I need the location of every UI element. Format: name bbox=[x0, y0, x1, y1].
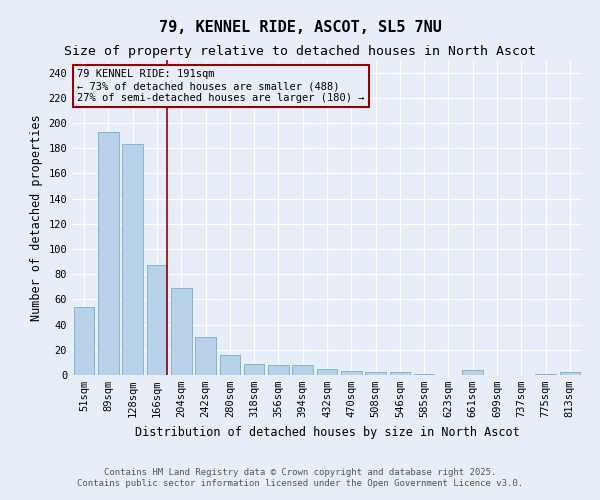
Bar bbox=[171, 288, 191, 375]
Bar bbox=[463, 370, 483, 375]
Bar bbox=[74, 307, 94, 375]
Text: 79 KENNEL RIDE: 191sqm
← 73% of detached houses are smaller (488)
27% of semi-de: 79 KENNEL RIDE: 191sqm ← 73% of detached… bbox=[77, 70, 365, 102]
Bar bbox=[244, 364, 265, 375]
Bar bbox=[195, 337, 216, 375]
Text: 79, KENNEL RIDE, ASCOT, SL5 7NU: 79, KENNEL RIDE, ASCOT, SL5 7NU bbox=[158, 20, 442, 35]
Y-axis label: Number of detached properties: Number of detached properties bbox=[30, 114, 43, 321]
X-axis label: Distribution of detached houses by size in North Ascot: Distribution of detached houses by size … bbox=[134, 426, 520, 438]
Text: Contains HM Land Registry data © Crown copyright and database right 2025.
Contai: Contains HM Land Registry data © Crown c… bbox=[77, 468, 523, 487]
Bar bbox=[268, 365, 289, 375]
Bar bbox=[292, 365, 313, 375]
Bar bbox=[560, 372, 580, 375]
Bar bbox=[146, 266, 167, 375]
Bar bbox=[535, 374, 556, 375]
Text: Size of property relative to detached houses in North Ascot: Size of property relative to detached ho… bbox=[64, 45, 536, 58]
Bar bbox=[98, 132, 119, 375]
Bar bbox=[122, 144, 143, 375]
Bar bbox=[414, 374, 434, 375]
Bar bbox=[365, 372, 386, 375]
Bar bbox=[220, 355, 240, 375]
Bar bbox=[341, 371, 362, 375]
Bar bbox=[389, 372, 410, 375]
Bar bbox=[317, 368, 337, 375]
